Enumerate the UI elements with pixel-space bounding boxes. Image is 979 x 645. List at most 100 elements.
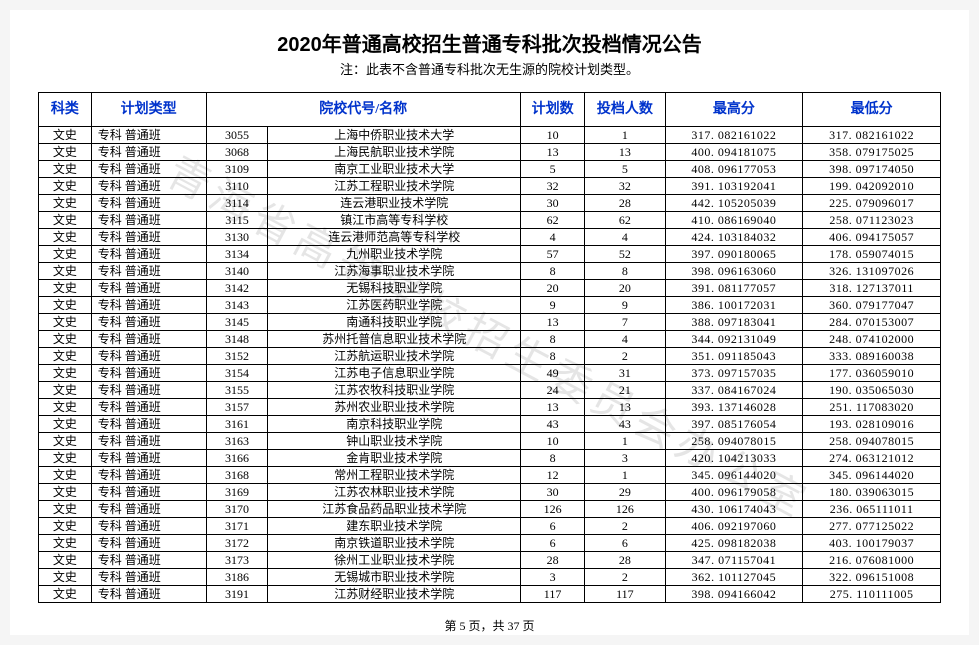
cell-school-name: 江苏农牧科技职业学院 — [268, 382, 520, 399]
cell-plan-type: 专科 普通班 — [91, 382, 206, 399]
table-row: 文史专科 普通班3168常州工程职业技术学院121345. 0961440203… — [39, 467, 941, 484]
cell-min-score: 333. 089160038 — [803, 348, 941, 365]
cell-plan-count: 5 — [520, 161, 584, 178]
table-row: 文史专科 普通班3142无锡科技职业学院2020391. 08117705731… — [39, 280, 941, 297]
cell-max-score: 362. 101127045 — [665, 569, 803, 586]
cell-school-code: 3161 — [206, 416, 268, 433]
cell-school-name: 钟山职业技术学院 — [268, 433, 520, 450]
cell-plan-type: 专科 普通班 — [91, 229, 206, 246]
cell-max-score: 347. 071157041 — [665, 552, 803, 569]
cell-plan-count: 28 — [520, 552, 584, 569]
cell-school-code: 3170 — [206, 501, 268, 518]
table-row: 文史专科 普通班3161南京科技职业学院4343397. 08517605419… — [39, 416, 941, 433]
cell-school-name: 无锡科技职业学院 — [268, 280, 520, 297]
cell-school-code: 3130 — [206, 229, 268, 246]
cell-max-score: 424. 103184032 — [665, 229, 803, 246]
cell-plan-count: 62 — [520, 212, 584, 229]
th-max-score: 最高分 — [665, 93, 803, 127]
table-row: 文史专科 普通班3114连云港职业技术学院3028442. 1052050392… — [39, 195, 941, 212]
cell-file-count: 62 — [585, 212, 665, 229]
cell-plan-type: 专科 普通班 — [91, 433, 206, 450]
cell-file-count: 9 — [585, 297, 665, 314]
cell-file-count: 1 — [585, 467, 665, 484]
table-row: 文史专科 普通班3140江苏海事职业技术学院88398. 09616306032… — [39, 263, 941, 280]
cell-plan-count: 30 — [520, 195, 584, 212]
cell-min-score: 248. 074102000 — [803, 331, 941, 348]
th-file-cnt: 投档人数 — [585, 93, 665, 127]
th-plan-cnt: 计划数 — [520, 93, 584, 127]
cell-school-name: 江苏食品药品职业技术学院 — [268, 501, 520, 518]
cell-school-code: 3186 — [206, 569, 268, 586]
cell-plan-type: 专科 普通班 — [91, 348, 206, 365]
table-row: 文史专科 普通班3145南通科技职业学院137388. 097183041284… — [39, 314, 941, 331]
cell-plan-type: 专科 普通班 — [91, 144, 206, 161]
cell-plan-type: 专科 普通班 — [91, 365, 206, 382]
cell-school-name: 江苏医药职业学院 — [268, 297, 520, 314]
cell-plan-count: 57 — [520, 246, 584, 263]
cell-school-code: 3109 — [206, 161, 268, 178]
cell-file-count: 117 — [585, 586, 665, 603]
cell-plan-type: 专科 普通班 — [91, 518, 206, 535]
cell-subject: 文史 — [39, 365, 92, 382]
document-page: 青海省高等学校招生委员会办公室 2020年普通高校招生普通专科批次投档情况公告 … — [10, 10, 969, 635]
cell-max-score: 400. 096179058 — [665, 484, 803, 501]
table-header-row: 科类 计划类型 院校代号/名称 计划数 投档人数 最高分 最低分 — [39, 93, 941, 127]
cell-min-score: 318. 127137011 — [803, 280, 941, 297]
cell-subject: 文史 — [39, 263, 92, 280]
cell-plan-count: 49 — [520, 365, 584, 382]
cell-max-score: 345. 096144020 — [665, 467, 803, 484]
cell-plan-count: 4 — [520, 229, 584, 246]
table-row: 文史专科 普通班3170江苏食品药品职业技术学院126126430. 10617… — [39, 501, 941, 518]
cell-max-score: 398. 096163060 — [665, 263, 803, 280]
cell-max-score: 351. 091185043 — [665, 348, 803, 365]
table-row: 文史专科 普通班3109南京工业职业技术大学55408. 09617705339… — [39, 161, 941, 178]
cell-school-name: 南通科技职业学院 — [268, 314, 520, 331]
cell-school-name: 连云港师范高等专科学校 — [268, 229, 520, 246]
table-row: 文史专科 普通班3157苏州农业职业技术学院1313393. 137146028… — [39, 399, 941, 416]
cell-max-score: 393. 137146028 — [665, 399, 803, 416]
cell-subject: 文史 — [39, 178, 92, 195]
cell-school-code: 3114 — [206, 195, 268, 212]
cell-school-name: 江苏农林职业技术学院 — [268, 484, 520, 501]
cell-school-name: 江苏工程职业技术学院 — [268, 178, 520, 195]
cell-subject: 文史 — [39, 586, 92, 603]
cell-max-score: 397. 090180065 — [665, 246, 803, 263]
page-indicator: 第 5 页，共 37 页 — [38, 617, 941, 634]
cell-school-code: 3168 — [206, 467, 268, 484]
cell-school-code: 3163 — [206, 433, 268, 450]
cell-school-code: 3140 — [206, 263, 268, 280]
cell-plan-count: 6 — [520, 535, 584, 552]
cell-file-count: 28 — [585, 195, 665, 212]
cell-plan-count: 8 — [520, 263, 584, 280]
cell-school-code: 3155 — [206, 382, 268, 399]
cell-school-code: 3143 — [206, 297, 268, 314]
cell-subject: 文史 — [39, 399, 92, 416]
cell-subject: 文史 — [39, 297, 92, 314]
cell-max-score: 317. 082161022 — [665, 127, 803, 144]
cell-school-code: 3145 — [206, 314, 268, 331]
cell-file-count: 29 — [585, 484, 665, 501]
cell-max-score: 388. 097183041 — [665, 314, 803, 331]
cell-subject: 文史 — [39, 246, 92, 263]
cell-subject: 文史 — [39, 433, 92, 450]
cell-plan-type: 专科 普通班 — [91, 280, 206, 297]
cell-plan-type: 专科 普通班 — [91, 212, 206, 229]
table-row: 文史专科 普通班3163钟山职业技术学院101258. 094078015258… — [39, 433, 941, 450]
cell-file-count: 20 — [585, 280, 665, 297]
cell-school-name: 镇江市高等专科学校 — [268, 212, 520, 229]
cell-school-code: 3171 — [206, 518, 268, 535]
cell-plan-count: 12 — [520, 467, 584, 484]
cell-min-score: 275. 110111005 — [803, 586, 941, 603]
cell-file-count: 1 — [585, 433, 665, 450]
table-row: 文史专科 普通班3152江苏航运职业技术学院82351. 09118504333… — [39, 348, 941, 365]
cell-school-name: 南京铁道职业技术学院 — [268, 535, 520, 552]
cell-min-score: 360. 079177047 — [803, 297, 941, 314]
cell-min-score: 199. 042092010 — [803, 178, 941, 195]
cell-school-name: 江苏财经职业技术学院 — [268, 586, 520, 603]
cell-plan-count: 8 — [520, 450, 584, 467]
cell-max-score: 425. 098182038 — [665, 535, 803, 552]
cell-subject: 文史 — [39, 518, 92, 535]
table-row: 文史专科 普通班3166金肯职业技术学院83420. 104213033274.… — [39, 450, 941, 467]
page-subtitle: 注：此表不含普通专科批次无生源的院校计划类型。 — [38, 59, 941, 78]
cell-file-count: 4 — [585, 229, 665, 246]
